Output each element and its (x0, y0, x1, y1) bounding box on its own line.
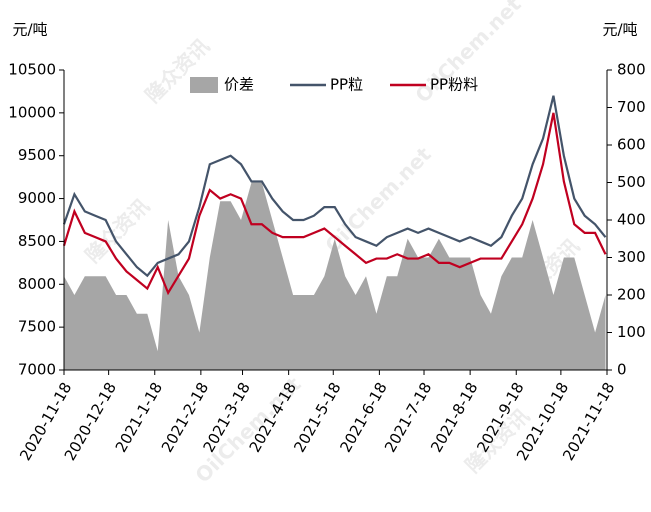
y2-axis-label: 元/吨 (602, 21, 637, 39)
legend-label: PP粒 (330, 76, 363, 94)
y2-tick-label: 500 (617, 173, 646, 191)
legend-label: PP粉料 (430, 76, 478, 94)
y2-tick-label: 100 (617, 323, 646, 341)
y-axis-label: 元/吨 (12, 21, 47, 39)
y2-tick-label: 800 (617, 61, 646, 79)
y-tick-label: 10500 (8, 61, 56, 79)
y-tick-label: 7000 (18, 361, 56, 379)
spread-area (64, 182, 606, 370)
y2-tick-label: 300 (617, 248, 646, 266)
price-line (62, 95, 607, 278)
y-tick-label: 8500 (18, 232, 56, 250)
y-tick-label: 7500 (18, 318, 56, 336)
watermark: 隆众资讯 (80, 194, 154, 268)
y-tick-label: 10000 (8, 103, 56, 121)
price-line (62, 112, 607, 296)
y2-tick-label: 600 (617, 136, 646, 154)
y2-tick-label: 400 (617, 211, 646, 229)
y-tick-label: 9500 (18, 146, 56, 164)
x-tick-label: 2021-8-18 (427, 379, 481, 455)
y2-tick-label: 700 (617, 98, 646, 116)
y-tick-label: 8000 (18, 275, 56, 293)
watermark: 隆众资讯 (140, 34, 214, 108)
y2-tick-label: 0 (617, 361, 627, 379)
legend-swatch (190, 77, 218, 93)
legend-label: 价差 (224, 76, 254, 94)
y2-tick-label: 200 (617, 286, 646, 304)
y-tick-label: 9000 (18, 189, 56, 207)
x-tick-label: 2021-1-18 (112, 379, 166, 455)
